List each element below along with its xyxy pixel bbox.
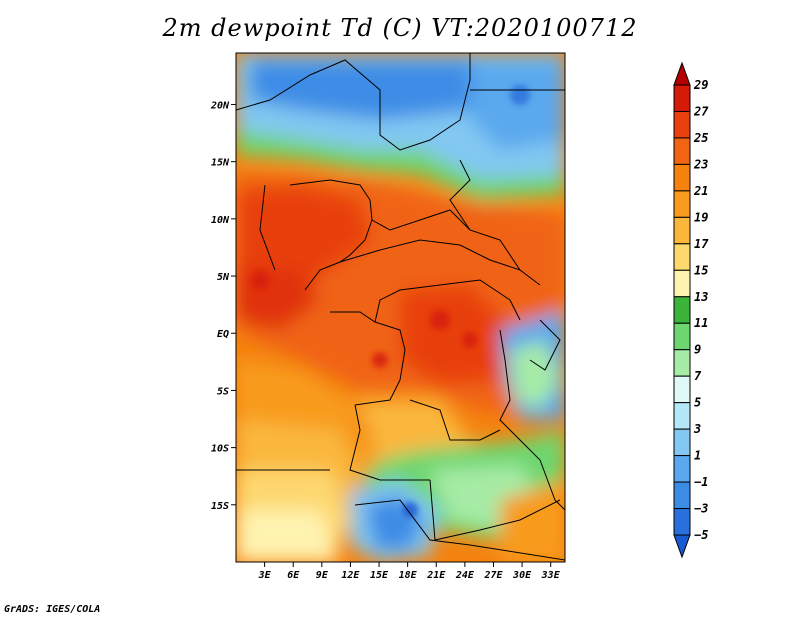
colorbar-label: 19 [694,210,708,224]
colorbar-label: −3 [694,502,708,516]
colorbar: 29 27 25 23 21 19 17 15 13 11 9 7 5 3 1 −1 −3 −5 [673,61,709,559]
colorbar-segment [673,163,691,192]
colorbar-segment [673,322,691,351]
colorbar-label: −1 [694,475,708,489]
lat-tick-label: 20N [210,100,230,111]
credit-text: GrADS: IGES/COLA [4,604,101,615]
lon-tick-label: 6E [287,570,300,581]
lat-tick-label: 5N [217,272,230,283]
colorbar-label: −5 [694,528,708,542]
colorbar-label: 29 [693,78,708,92]
colorbar-segment [673,137,691,165]
colorbar-segment [673,84,691,112]
longitude-axis: 3E 6E 9E 12E 15E 18E 21E 24E 27E 30E 33E [258,562,561,581]
colorbar-label: 17 [694,237,709,251]
colorbar-label: 23 [693,157,708,171]
lon-tick-label: 30E [512,570,532,581]
chart-title: 2m dewpoint Td (C) VT:2020100712 [162,14,638,42]
lon-tick-label: 3E [258,570,272,581]
lon-tick-label: 18E [399,570,418,581]
colorbar-label: 27 [693,104,709,118]
lat-tick-label: 10S [211,444,229,455]
colorbar-label: 21 [693,184,708,198]
colorbar-label: 1 [694,449,701,463]
map-frame [235,52,566,563]
lon-tick-label: 9E [316,570,329,581]
colorbar-segment [673,455,691,483]
dewpoint-field [236,53,565,562]
colorbar-top-triangle [673,61,691,86]
colorbar-segment [673,269,691,298]
colorbar-bottom-triangle [673,534,691,559]
colorbar-label: 25 [693,131,708,145]
colorbar-segment [673,190,691,218]
country-borders [236,53,565,561]
latitude-axis: 20N 15N 10N 5N EQ 5S 10S 15S [210,100,236,512]
colorbar-label: 15 [694,263,708,277]
colorbar-segment [673,508,691,536]
lat-tick-label: 5S [217,386,229,397]
lon-tick-label: 12E [341,570,360,581]
colorbar-label: 7 [694,369,702,383]
colorbar-label: 11 [694,316,708,330]
colorbar-segment [673,349,691,377]
colorbar-segment [673,375,691,404]
lon-tick-label: 24E [455,570,475,581]
colorbar-label: 13 [694,290,708,304]
lat-tick-label: 10N [211,215,230,226]
lon-tick-label: 15E [370,570,389,581]
lon-tick-label: 21E [426,570,446,581]
colorbar-segment [673,481,691,510]
lat-tick-label: 15N [211,158,230,169]
colorbar-segment [673,243,691,271]
colorbar-label: 5 [694,396,701,410]
lon-tick-label: 27E [483,570,503,581]
colorbar-segment [673,110,691,139]
colorbar-label: 3 [693,422,701,436]
colorbar-segment [673,402,691,430]
lat-tick-label: EQ [217,329,229,340]
lon-tick-label: 33E [541,570,561,581]
colorbar-segment [673,216,691,245]
colorbar-label: 9 [694,343,701,357]
map-chart: 20N 15N 10N 5N EQ 5S 10S 15S 3E 6E 9E 12E 15E 18E 21E… [210,52,709,581]
lat-tick-label: 15S [211,501,229,512]
colorbar-segment [673,428,691,457]
colorbar-segment [673,296,691,324]
